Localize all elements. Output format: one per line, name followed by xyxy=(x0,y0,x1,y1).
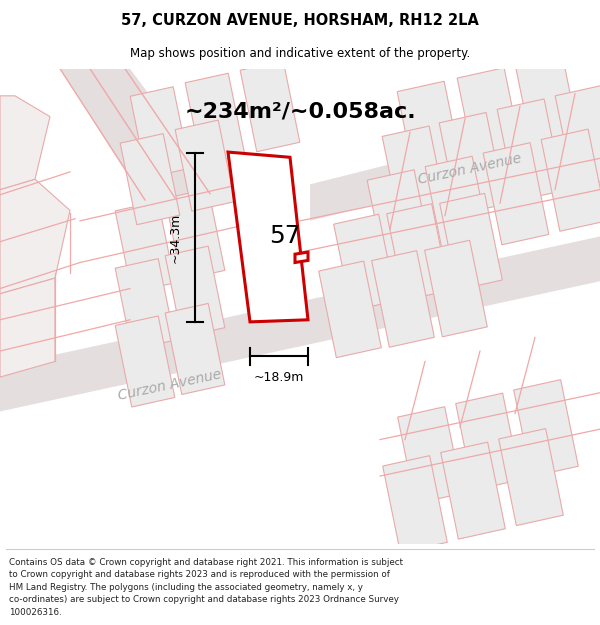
Polygon shape xyxy=(425,240,487,337)
Text: 57, CURZON AVENUE, HORSHAM, RH12 2LA: 57, CURZON AVENUE, HORSHAM, RH12 2LA xyxy=(121,13,479,28)
Polygon shape xyxy=(0,236,600,411)
Polygon shape xyxy=(367,170,433,272)
Polygon shape xyxy=(175,120,235,211)
Polygon shape xyxy=(386,204,449,301)
Polygon shape xyxy=(371,251,434,348)
Polygon shape xyxy=(515,54,581,156)
Polygon shape xyxy=(514,379,578,477)
Polygon shape xyxy=(120,134,180,224)
Polygon shape xyxy=(115,201,175,292)
Polygon shape xyxy=(334,214,397,311)
Polygon shape xyxy=(185,73,245,164)
Polygon shape xyxy=(0,96,50,189)
Text: Curzon Avenue: Curzon Avenue xyxy=(117,368,223,403)
Text: Contains OS data © Crown copyright and database right 2021. This information is : Contains OS data © Crown copyright and d… xyxy=(9,558,403,616)
Text: Map shows position and indicative extent of the property.: Map shows position and indicative extent… xyxy=(130,47,470,60)
Polygon shape xyxy=(130,87,190,178)
Polygon shape xyxy=(440,193,502,290)
Polygon shape xyxy=(425,156,491,258)
Polygon shape xyxy=(295,252,308,262)
Polygon shape xyxy=(228,152,308,322)
Text: ~34.3m: ~34.3m xyxy=(169,213,182,262)
Polygon shape xyxy=(165,304,225,394)
Text: Curzon Avenue: Curzon Avenue xyxy=(417,151,523,186)
Polygon shape xyxy=(398,407,463,504)
Polygon shape xyxy=(115,259,175,349)
Polygon shape xyxy=(0,278,55,377)
Text: ~18.9m: ~18.9m xyxy=(254,371,304,384)
Polygon shape xyxy=(439,112,505,214)
Polygon shape xyxy=(483,142,549,245)
Polygon shape xyxy=(165,189,225,280)
Polygon shape xyxy=(541,129,600,231)
Text: 57: 57 xyxy=(269,224,301,249)
Polygon shape xyxy=(60,69,220,211)
Polygon shape xyxy=(397,81,463,183)
Polygon shape xyxy=(115,316,175,407)
Polygon shape xyxy=(382,126,448,228)
Polygon shape xyxy=(319,261,382,358)
Polygon shape xyxy=(0,179,70,294)
Polygon shape xyxy=(555,86,600,188)
Polygon shape xyxy=(310,111,600,221)
Polygon shape xyxy=(497,99,563,201)
Polygon shape xyxy=(165,246,225,337)
Polygon shape xyxy=(499,429,563,526)
Text: ~234m²/~0.058ac.: ~234m²/~0.058ac. xyxy=(184,101,416,121)
Polygon shape xyxy=(240,61,300,152)
Polygon shape xyxy=(383,456,448,552)
Polygon shape xyxy=(455,393,520,490)
Polygon shape xyxy=(457,68,523,170)
Polygon shape xyxy=(440,442,505,539)
